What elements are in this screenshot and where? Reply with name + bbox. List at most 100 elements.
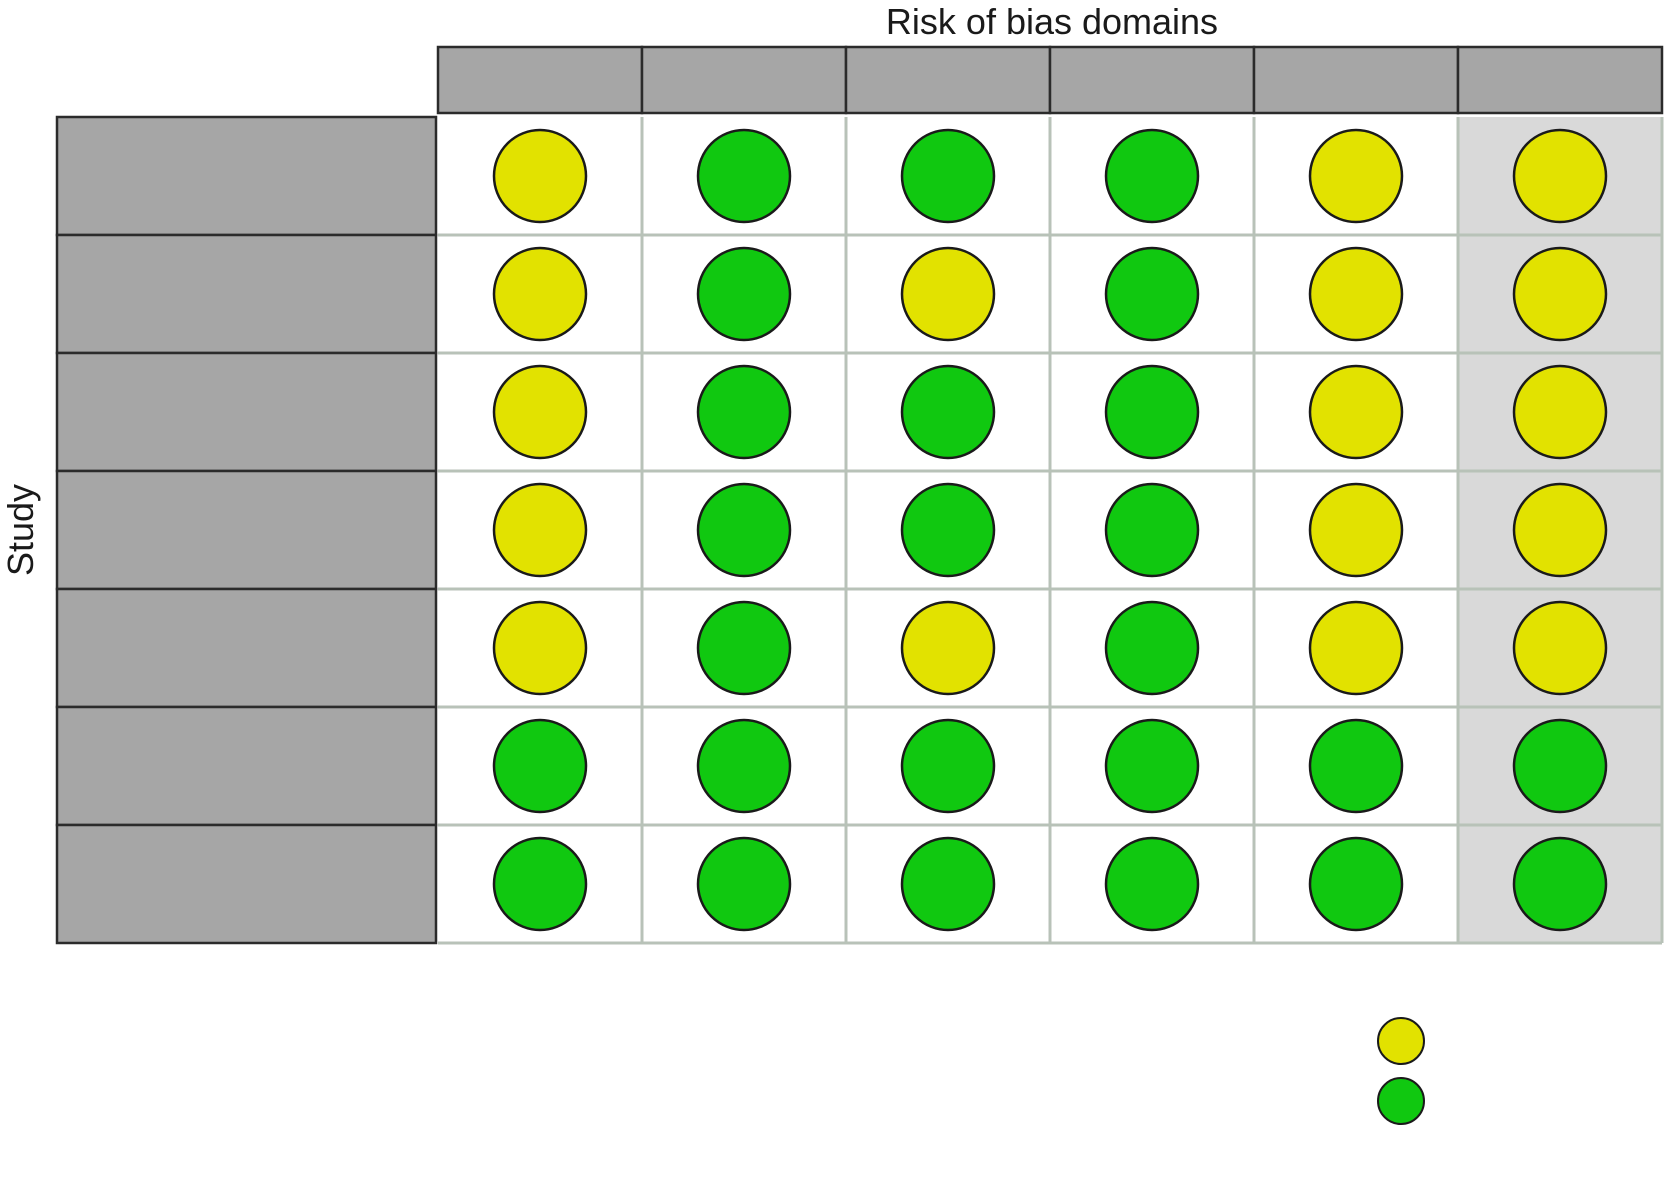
low-risk-circle bbox=[900, 128, 996, 224]
some-concerns-circle bbox=[900, 246, 996, 342]
judgement-cell bbox=[492, 246, 588, 342]
domain-header-cell bbox=[436, 45, 644, 115]
study-label-cell bbox=[55, 351, 438, 473]
judgement-cell bbox=[900, 128, 996, 224]
some-concerns-circle bbox=[1308, 364, 1404, 460]
some-concerns-circle bbox=[492, 246, 588, 342]
judgement-cell bbox=[492, 482, 588, 578]
low-risk-circle bbox=[1104, 246, 1200, 342]
some-concerns-circle bbox=[1512, 364, 1608, 460]
figure-title: Risk of bias domains bbox=[886, 1, 1218, 42]
low-risk-circle bbox=[492, 718, 588, 814]
judgement-cell bbox=[900, 718, 996, 814]
domain-header-cell bbox=[640, 45, 848, 115]
judgement-cell bbox=[492, 718, 588, 814]
judgement-cell bbox=[900, 482, 996, 578]
low-risk-circle bbox=[900, 482, 996, 578]
judgement-cell bbox=[492, 600, 588, 696]
judgement-cell bbox=[492, 364, 588, 460]
some-concerns-circle bbox=[1512, 128, 1608, 224]
study-label-cell bbox=[55, 469, 438, 591]
judgement-cell bbox=[1308, 128, 1404, 224]
judgement-cell bbox=[1308, 836, 1404, 932]
some-concerns-circle bbox=[1308, 128, 1404, 224]
low-risk-circle bbox=[900, 836, 996, 932]
judgement-legend-entry bbox=[1377, 1017, 1425, 1065]
judgement-cell bbox=[696, 128, 792, 224]
judgement-cell bbox=[696, 836, 792, 932]
low-risk-circle bbox=[900, 718, 996, 814]
low-risk-circle bbox=[1308, 836, 1404, 932]
legend-some-concerns-circle bbox=[1377, 1017, 1425, 1065]
y-axis-label: Study bbox=[0, 484, 41, 576]
domain-header-cell bbox=[844, 45, 1052, 115]
judgement-cell bbox=[900, 600, 996, 696]
judgement-cell bbox=[492, 128, 588, 224]
low-risk-circle bbox=[696, 482, 792, 578]
some-concerns-circle bbox=[1308, 246, 1404, 342]
study-label-cell bbox=[55, 233, 438, 355]
low-risk-circle bbox=[1104, 600, 1200, 696]
low-risk-circle bbox=[1104, 482, 1200, 578]
judgement-cell bbox=[696, 246, 792, 342]
judgement-cell bbox=[696, 482, 792, 578]
judgement-cell bbox=[1512, 600, 1608, 696]
judgement-cell bbox=[900, 246, 996, 342]
judgement-cell bbox=[492, 836, 588, 932]
low-risk-circle bbox=[1308, 718, 1404, 814]
judgement-cell bbox=[1308, 718, 1404, 814]
judgement-cell bbox=[1512, 718, 1608, 814]
low-risk-circle bbox=[492, 836, 588, 932]
low-risk-circle bbox=[696, 246, 792, 342]
judgement-grid bbox=[55, 45, 1664, 945]
domain-header-cell bbox=[1456, 45, 1664, 115]
legend-low-circle bbox=[1377, 1077, 1425, 1125]
low-risk-circle bbox=[696, 364, 792, 460]
judgement-cell bbox=[696, 718, 792, 814]
judgement-cell bbox=[1104, 482, 1200, 578]
judgement-cell bbox=[1512, 364, 1608, 460]
judgement-cell bbox=[1512, 482, 1608, 578]
judgement-legend bbox=[1377, 1017, 1425, 1125]
judgement-cell bbox=[1308, 482, 1404, 578]
judgement-cell bbox=[696, 364, 792, 460]
judgement-cell bbox=[1104, 836, 1200, 932]
low-risk-circle bbox=[696, 836, 792, 932]
some-concerns-circle bbox=[1512, 482, 1608, 578]
judgement-cell bbox=[1104, 364, 1200, 460]
some-concerns-circle bbox=[1308, 600, 1404, 696]
low-risk-circle bbox=[1512, 718, 1608, 814]
judgement-cell bbox=[900, 836, 996, 932]
study-label-cell bbox=[55, 823, 438, 945]
some-concerns-circle bbox=[1512, 246, 1608, 342]
judgement-cell bbox=[1104, 128, 1200, 224]
judgement-cell bbox=[1308, 600, 1404, 696]
judgement-cell bbox=[1104, 600, 1200, 696]
domain-header-cell bbox=[1048, 45, 1256, 115]
study-label-cell bbox=[55, 115, 438, 237]
low-risk-circle bbox=[696, 718, 792, 814]
judgement-cell bbox=[1104, 718, 1200, 814]
judgement-legend-entry bbox=[1377, 1077, 1425, 1125]
low-risk-circle bbox=[1104, 128, 1200, 224]
low-risk-circle bbox=[900, 364, 996, 460]
some-concerns-circle bbox=[492, 128, 588, 224]
judgement-cell bbox=[1308, 246, 1404, 342]
judgement-cell bbox=[1104, 246, 1200, 342]
low-risk-circle bbox=[1104, 836, 1200, 932]
low-risk-circle bbox=[1104, 718, 1200, 814]
study-label-cell bbox=[55, 587, 438, 709]
some-concerns-circle bbox=[1512, 600, 1608, 696]
low-risk-circle bbox=[696, 128, 792, 224]
study-label-cell bbox=[55, 705, 438, 827]
judgement-cell bbox=[900, 364, 996, 460]
low-risk-circle bbox=[1104, 364, 1200, 460]
some-concerns-circle bbox=[492, 364, 588, 460]
some-concerns-circle bbox=[492, 600, 588, 696]
judgement-cell bbox=[1512, 246, 1608, 342]
some-concerns-circle bbox=[900, 600, 996, 696]
low-risk-circle bbox=[1512, 836, 1608, 932]
judgement-cell bbox=[696, 600, 792, 696]
some-concerns-circle bbox=[1308, 482, 1404, 578]
